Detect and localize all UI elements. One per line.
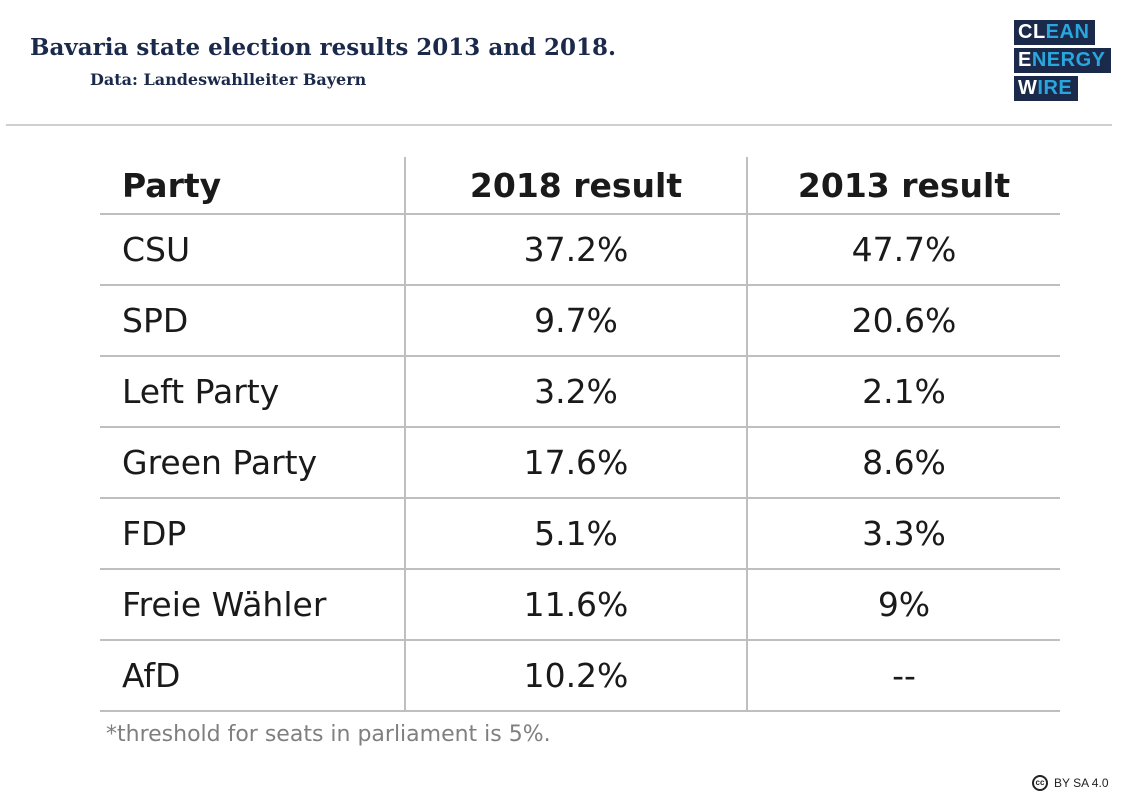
- cell-2018-result: 3.2%: [405, 355, 748, 427]
- header-divider: [6, 124, 1112, 126]
- header-banner: [0, 0, 1120, 126]
- cell-party: Left Party: [100, 355, 406, 427]
- cell-2018-result: 10.2%: [405, 639, 748, 712]
- creative-commons-icon: cc: [1032, 775, 1048, 791]
- cell-2018-result: 9.7%: [405, 284, 748, 356]
- cell-2018-result: 11.6%: [405, 568, 748, 640]
- table-row: Freie Wähler 11.6% 9%: [100, 568, 1060, 640]
- cell-party: CSU: [100, 214, 406, 285]
- chart-title: Bavaria state election results 2013 and …: [30, 34, 617, 61]
- cell-party: AfD: [100, 639, 406, 712]
- table-row: SPD 9.7% 20.6%: [100, 284, 1060, 356]
- cell-2018-result: 5.1%: [405, 497, 748, 569]
- column-header-party: Party: [100, 157, 406, 215]
- chart-subtitle: Data: Landeswahlleiter Bayern: [90, 70, 367, 89]
- cell-2013-result: 20.6%: [747, 284, 1060, 356]
- cell-party: Green Party: [100, 426, 406, 498]
- cell-2018-result: 17.6%: [405, 426, 748, 498]
- table-row: FDP 5.1% 3.3%: [100, 497, 1060, 569]
- logo-line-clean: CLEAN: [1014, 20, 1096, 45]
- cell-2013-result: 47.7%: [851, 230, 957, 269]
- table-row: CSU 37.2% 47.7%: [100, 214, 1060, 285]
- table-row: Left Party 3.2% 2.1%: [100, 355, 1060, 427]
- logo-line-wire: WIRE: [1014, 76, 1079, 101]
- cell-party: SPD: [100, 284, 406, 356]
- footnote: *threshold for seats in parliament is 5%…: [106, 722, 551, 747]
- cell-party: Freie Wähler: [100, 568, 406, 640]
- clean-energy-wire-logo: CLEAN ENERGY WIRE: [1014, 20, 1112, 104]
- table-header-row: Party 2018 result 2013 result: [100, 157, 1060, 215]
- results-table: Party 2018 result 2013 result CSU 37.2% 47…: [100, 157, 1060, 712]
- license-text: BY SA 4.0: [1054, 776, 1109, 790]
- cell-2013-result: 2.1%: [747, 355, 1060, 427]
- column-header-2013: 2013 result: [747, 157, 1060, 215]
- cell-2013-result: 9%: [747, 568, 1060, 640]
- cell-2013-result: --: [747, 639, 1060, 712]
- cell-2013-result: 8.6%: [747, 426, 1060, 498]
- logo-line-energy: ENERGY: [1014, 48, 1112, 73]
- cell-2013-result: 3.3%: [747, 497, 1060, 569]
- column-header-2018: 2018 result: [405, 157, 748, 215]
- cell-2018-result: 37.2%: [405, 214, 748, 285]
- cell-party: FDP: [100, 497, 406, 569]
- license-badge: cc BY SA 4.0: [1032, 775, 1109, 791]
- table-row: Green Party 17.6% 8.6%: [100, 426, 1060, 498]
- table-row: AfD 10.2% --: [100, 639, 1060, 712]
